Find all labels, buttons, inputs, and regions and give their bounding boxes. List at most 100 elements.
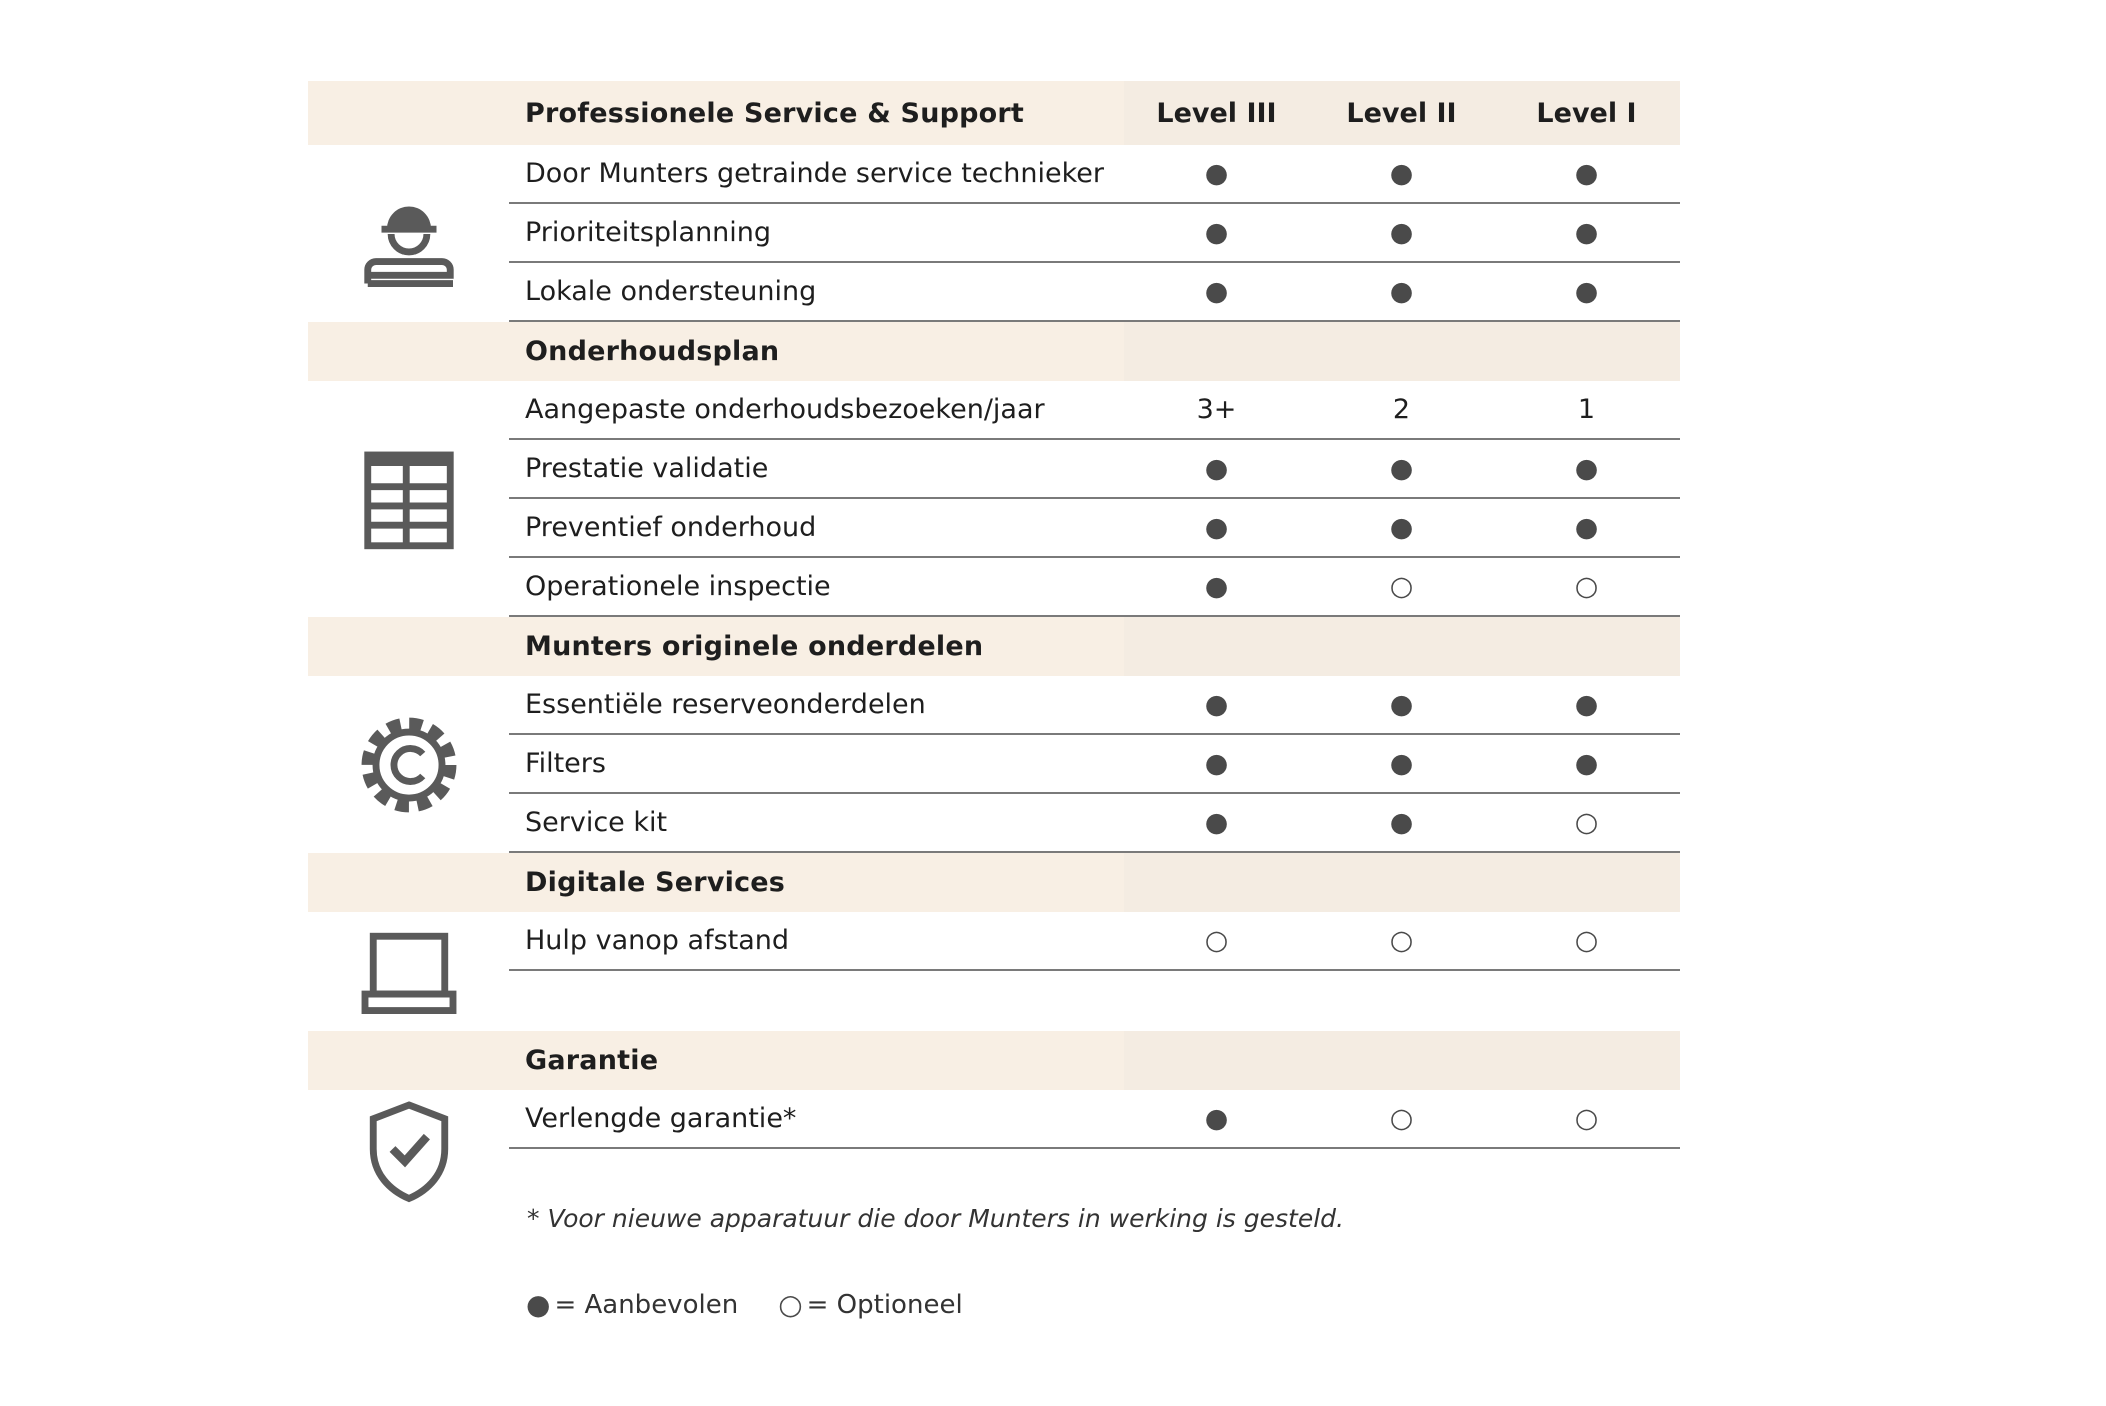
cell: ○ [1204,925,1229,956]
section-icon [308,1090,509,1208]
table-row: Prioriteitsplanning ● ● ● [509,204,1680,263]
column-header: Level I [1536,97,1637,129]
table-row: Door Munters getrainde service technieke… [509,145,1680,204]
row-label: Essentiële reserveonderdelen [525,689,926,720]
rows: Hulp vanop afstand ○ ○ ○ [509,912,1680,1031]
section-icon [308,381,509,617]
section-body: Aangepaste onderhoudsbezoeken/jaar 3+ 2 1 Pr… [308,381,1680,617]
legend: ● = Aanbevolen ○ = Optioneel [526,1290,963,1320]
table-row: Essentiële reserveonderdelen ● ● ● [509,676,1680,735]
section-header: Professionele Service & Support Level III… [308,81,1680,145]
row-label: Door Munters getrainde service technieke… [525,158,1104,189]
table-row: Operationele inspectie ● ○ ○ [509,558,1680,617]
cell: ● [1574,748,1599,779]
rows: Door Munters getrainde service technieke… [509,145,1680,322]
row-label: Prestatie validatie [525,453,769,484]
icon [361,717,456,812]
icon [369,1101,448,1203]
cell: ● [1389,158,1414,189]
rows: Verlengde garantie* ● ○ ○ [509,1090,1680,1208]
cell: ● [1204,571,1229,602]
cell: ○ [1389,1103,1414,1134]
footnote: * Voor nieuwe apparatuur die door Munter… [527,1204,1344,1233]
row-label: Filters [525,748,606,779]
section-body: Hulp vanop afstand ○ ○ ○ [308,912,1680,1031]
section-title: Munters originele onderdelen [525,631,984,662]
cell: ● [1389,276,1414,307]
cell: ● [1574,158,1599,189]
section-header: Garantie [308,1031,1680,1090]
cell: ● [1574,453,1599,484]
icon [363,451,454,550]
legend-label: = Optioneel [806,1290,963,1320]
cell: ○ [1389,925,1414,956]
cell: 1 [1577,394,1596,425]
section-header: Digitale Services [308,853,1680,912]
section-title: Onderhoudsplan [525,336,780,367]
cell: ● [1204,276,1229,307]
cell: ● [1204,512,1229,543]
legend-label: = Aanbevolen [554,1290,739,1320]
cell: ● [1389,512,1414,543]
cell: ● [1204,807,1229,838]
cell: ● [1204,453,1229,484]
icon [361,932,456,1014]
section-title: Digitale Services [525,867,786,898]
table-row: Hulp vanop afstand ○ ○ ○ [509,912,1680,971]
table-row: Verlengde garantie* ● ○ ○ [509,1090,1680,1149]
row-label: Operationele inspectie [525,571,831,602]
section-body: Verlengde garantie* ● ○ ○ [308,1090,1680,1208]
row-label: Lokale ondersteuning [525,276,817,307]
rows: Essentiële reserveonderdelen ● ● ● Filters ● ●… [509,676,1680,853]
section-icon [308,676,509,853]
legend-item: ○ = Optioneel [778,1290,962,1320]
section-header: Munters originele onderdelen [308,617,1680,676]
row-label: Aangepaste onderhoudsbezoeken/jaar [525,394,1045,425]
row-label: Service kit [525,807,668,838]
table-row: Service kit ● ● ○ [509,794,1680,853]
cell: ● [1574,276,1599,307]
service-table: Professionele Service & Support Level III… [308,81,1680,1208]
legend-symbol: ● [526,1288,551,1321]
section-icon [308,912,509,1031]
cell: ● [1204,217,1229,248]
spacer [509,971,1680,1031]
cell: ● [1204,748,1229,779]
table-row: Lokale ondersteuning ● ● ● [509,263,1680,322]
cell: ● [1389,217,1414,248]
row-label: Hulp vanop afstand [525,925,790,956]
cell: ● [1204,689,1229,720]
cell: ○ [1574,807,1599,838]
section-title: Professionele Service & Support [525,97,1025,129]
cell: ● [1574,217,1599,248]
rows: Aangepaste onderhoudsbezoeken/jaar 3+ 2 1 Pr… [509,381,1680,617]
cell: ● [1389,453,1414,484]
cell: ● [1389,807,1414,838]
cell: ○ [1574,571,1599,602]
cell: ● [1574,512,1599,543]
row-label: Prioriteitsplanning [525,217,772,248]
section-title: Garantie [525,1045,659,1076]
cell: ○ [1574,1103,1599,1134]
cell: 2 [1392,394,1411,425]
column-header: Level III [1156,97,1277,129]
legend-item: ● = Aanbevolen [526,1290,738,1320]
column-header: Level II [1346,97,1457,129]
section-body: Door Munters getrainde service technieke… [308,145,1680,322]
section-header: Onderhoudsplan [308,322,1680,381]
cell: ● [1389,689,1414,720]
row-label: Verlengde garantie* [525,1103,797,1134]
icon [363,206,454,287]
cell: ● [1204,158,1229,189]
table-row: Aangepaste onderhoudsbezoeken/jaar 3+ 2 1 [509,381,1680,440]
cell: ○ [1574,925,1599,956]
section-body: Essentiële reserveonderdelen ● ● ● Filters ● ●… [308,676,1680,853]
table-row: Preventief onderhoud ● ● ● [509,499,1680,558]
section-icon [308,145,509,322]
legend-symbol: ○ [778,1288,803,1321]
cell: ● [1204,1103,1229,1134]
row-label: Preventief onderhoud [525,512,817,543]
table-row: Filters ● ● ● [509,735,1680,794]
cell: ○ [1389,571,1414,602]
